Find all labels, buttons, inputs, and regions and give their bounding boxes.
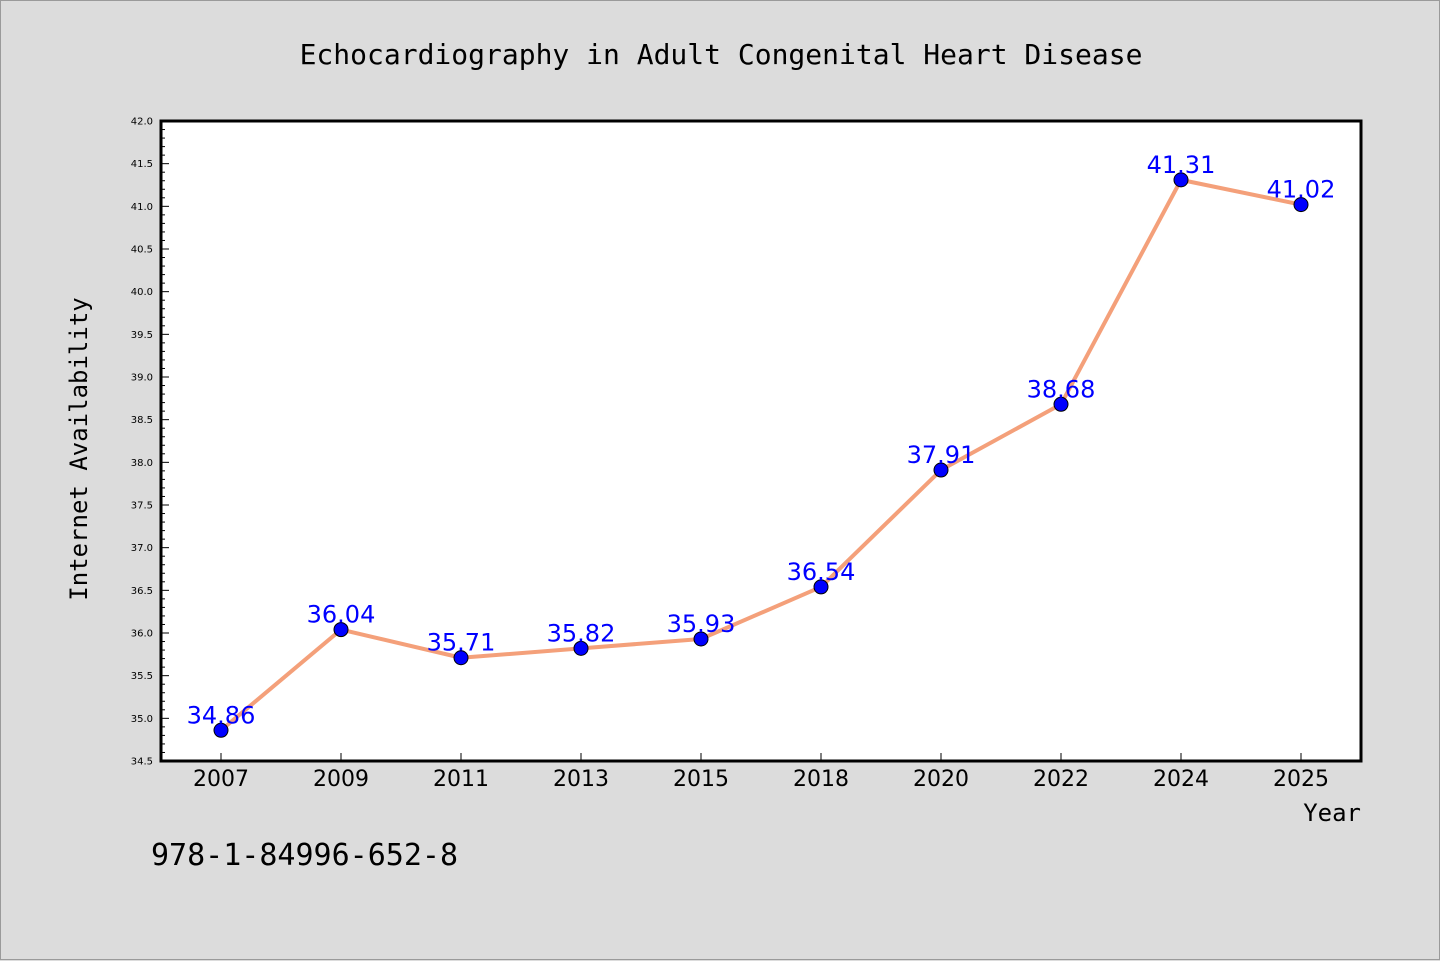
data-point [453,650,469,666]
y-tick-label: 38.0 [131,458,153,469]
x-tick-label: 2025 [1273,767,1329,792]
y-tick-label: 41.5 [131,159,153,170]
y-axis-label: Internet Availability [65,297,93,600]
x-axis-label: Year [1303,799,1361,827]
x-tick-label: 2009 [313,767,369,792]
x-tick-label: 2015 [673,767,729,792]
data-label: 37.91 [907,441,976,469]
data-label: 41.31 [1147,151,1216,179]
y-tick-label: 35.0 [131,714,153,725]
data-point [693,631,709,647]
data-label: 35.71 [427,629,496,657]
data-point [573,640,589,656]
y-tick-label: 36.5 [131,586,153,597]
data-label: 36.54 [787,558,856,586]
x-tick-label: 2022 [1033,767,1089,792]
y-tick-label: 39.0 [131,373,153,384]
x-tick-label: 2007 [193,767,249,792]
series-line [219,177,1303,733]
chart-title: Echocardiography in Adult Congenital Hea… [300,38,1143,71]
plot-area: 34.5 35.0 35.5 36.0 36.5 37.0 37.5 38.0 38.5 39.0… [131,117,1363,792]
y-tick-label: 40.0 [131,287,153,298]
y-tick-label: 35.5 [131,671,153,682]
data-label: 35.93 [667,610,736,638]
data-point [333,622,349,638]
x-tick-label: 2020 [913,767,969,792]
data-label: 36.04 [307,601,376,629]
data-label: 41.02 [1267,176,1336,204]
footnote-isbn: 978-1-84996-652-8 [151,838,458,873]
data-point [1053,396,1069,412]
y-tick-label: 37.5 [131,501,153,512]
data-point [1173,172,1189,188]
y-tick-label: 38.5 [131,415,153,426]
data-point [933,462,949,478]
data-label: 38.68 [1027,375,1096,403]
y-tick-label: 40.5 [131,245,153,256]
data-point [813,579,829,595]
x-tick-label: 2024 [1153,767,1209,792]
x-tick-label: 2013 [553,767,609,792]
y-tick-label: 37.0 [131,543,153,554]
x-tick-label: 2011 [433,767,489,792]
data-point [213,722,229,738]
y-tick-label: 34.5 [131,757,153,768]
plot-frame [159,119,1363,763]
data-label: 34.86 [187,701,256,729]
y-tick-label: 41.0 [131,202,153,213]
x-tick-label: 2018 [793,767,849,792]
data-label: 35.82 [547,619,616,647]
y-tick-label: 42.0 [131,117,153,128]
y-tick-label: 39.5 [131,330,153,341]
y-tick-label: 36.0 [131,629,153,640]
data-point [1293,197,1309,213]
